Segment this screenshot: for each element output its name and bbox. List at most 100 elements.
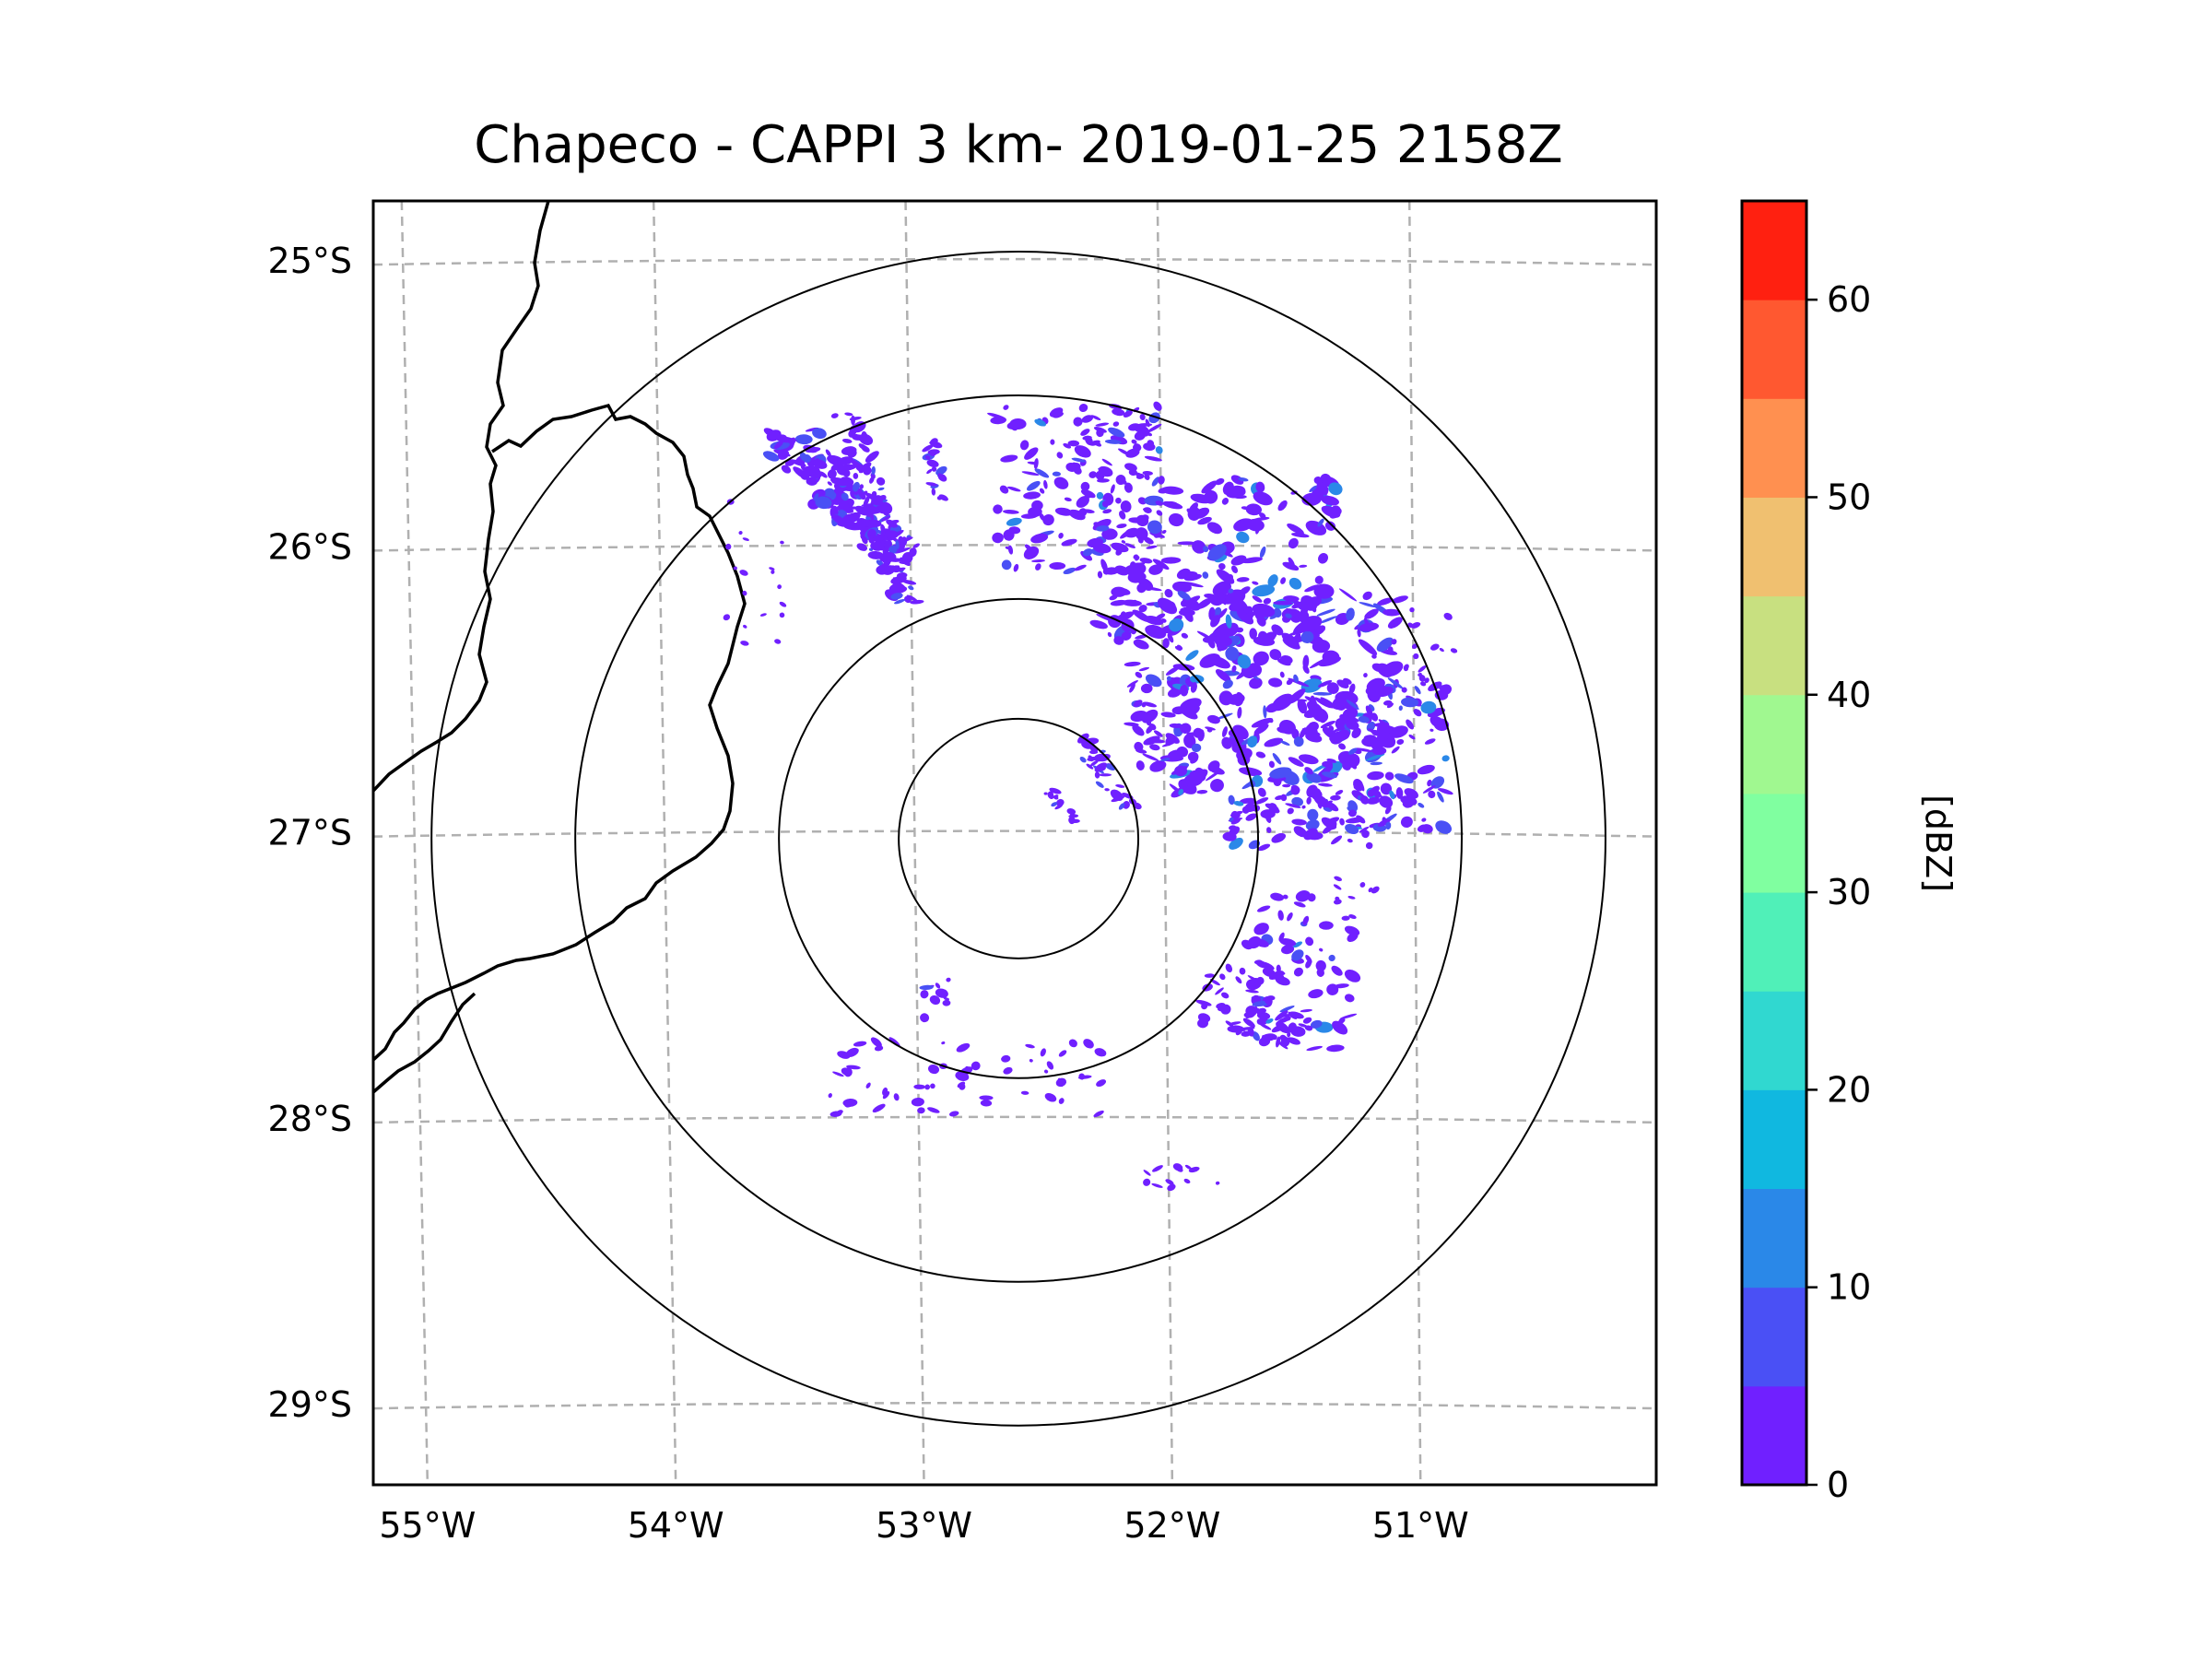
echo-cell xyxy=(1191,743,1202,753)
echo-cell xyxy=(900,557,911,566)
meridian-line xyxy=(400,201,429,1485)
echo-cell xyxy=(1351,727,1361,738)
echo-cell xyxy=(1176,746,1189,758)
echo-cell xyxy=(1135,671,1143,678)
echo-cell xyxy=(1410,622,1421,629)
echo-cell xyxy=(853,472,859,479)
echo-cell xyxy=(1268,677,1283,688)
echo-cell xyxy=(1216,569,1235,584)
echo-cell xyxy=(876,477,886,486)
colorbar-bin xyxy=(1742,991,1806,1090)
echo-cell xyxy=(1318,679,1333,688)
echo-cell xyxy=(1180,606,1196,611)
echo-cell xyxy=(1253,724,1269,735)
echo-cell xyxy=(1133,802,1142,810)
echo-cell xyxy=(1144,616,1164,626)
echo-cell xyxy=(1348,747,1358,755)
colorbar-bin xyxy=(1742,1188,1806,1288)
echo-cell xyxy=(869,512,875,521)
echo-cell xyxy=(1207,760,1220,772)
echo-cell xyxy=(1250,1006,1258,1013)
map-background xyxy=(373,201,1656,1485)
echo-cell xyxy=(1225,614,1232,629)
echo-cell xyxy=(1424,738,1436,745)
echo-cell xyxy=(830,462,844,471)
colorbar-bin xyxy=(1742,694,1806,794)
echo-cell xyxy=(738,530,743,535)
echo-cell xyxy=(1053,794,1059,798)
echo-cell xyxy=(1334,876,1343,882)
echo-cell xyxy=(1347,809,1357,818)
echo-cell xyxy=(1236,577,1250,582)
echo-cell xyxy=(1385,821,1392,830)
echo-cell xyxy=(1359,826,1370,833)
echo-cell xyxy=(858,462,872,474)
echo-cell xyxy=(1215,987,1224,995)
echo-cell xyxy=(1437,791,1444,803)
echo-cell xyxy=(909,547,917,558)
echo-cell xyxy=(1093,522,1101,528)
echo-cell xyxy=(1245,1013,1253,1019)
echo-cell xyxy=(1157,533,1161,538)
echo-cell xyxy=(1003,1066,1013,1075)
echo-cell xyxy=(803,453,811,464)
echo-cell xyxy=(1025,1043,1035,1049)
echo-cell xyxy=(841,438,853,443)
echo-cell xyxy=(1115,784,1125,788)
echo-cell xyxy=(1365,705,1373,717)
echo-cell xyxy=(1119,511,1126,520)
echo-cell xyxy=(1290,1026,1306,1037)
echo-cell xyxy=(1325,817,1340,825)
echo-cell xyxy=(1271,832,1287,843)
echo-cell xyxy=(1297,699,1308,714)
plot-title: Chapeco - CAPPI 3 km- 2019-01-25 2158Z xyxy=(474,115,1563,175)
echo-cell xyxy=(1207,714,1220,724)
echo-cell xyxy=(1058,1050,1067,1057)
echo-cell xyxy=(1310,695,1317,706)
echo-cell xyxy=(1202,546,1209,553)
echo-cell xyxy=(1108,427,1125,438)
echo-cell xyxy=(928,1064,940,1075)
echo-cell xyxy=(1377,818,1391,828)
echo-cell xyxy=(1167,1183,1176,1192)
echo-cell xyxy=(1226,737,1235,745)
echo-cell xyxy=(1300,594,1318,611)
echo-cell xyxy=(1162,638,1170,649)
echo-cell xyxy=(1377,597,1394,606)
echo-cell xyxy=(1238,477,1249,482)
echo-cell xyxy=(1132,724,1145,736)
echo-cell xyxy=(873,534,886,543)
echo-cell xyxy=(1319,947,1324,952)
echo-cell xyxy=(739,570,748,576)
echo-cell xyxy=(1201,480,1218,494)
echo-cell xyxy=(1148,724,1157,731)
echo-cell xyxy=(1095,470,1105,480)
echo-cell xyxy=(1262,967,1276,977)
echo-cell xyxy=(987,412,1006,419)
echo-cell xyxy=(1298,754,1319,765)
lon-tick-label: 51°W xyxy=(1372,1505,1469,1546)
echo-cell xyxy=(1330,510,1338,515)
echo-cell xyxy=(1206,770,1221,782)
echo-cell xyxy=(1287,523,1304,535)
echo-cell xyxy=(1137,497,1147,505)
echo-cell xyxy=(1313,583,1335,599)
echo-cell xyxy=(1146,545,1158,549)
echo-cell xyxy=(1306,796,1312,805)
echo-cell xyxy=(1054,804,1064,810)
echo-cell xyxy=(1241,557,1264,564)
echo-cell xyxy=(1326,800,1333,805)
echo-cell xyxy=(925,482,938,487)
echo-cell xyxy=(1338,588,1358,602)
echo-cell xyxy=(1130,710,1148,723)
echo-cell xyxy=(1230,1021,1241,1025)
echo-cell xyxy=(854,520,872,528)
echo-cell xyxy=(1232,494,1247,500)
echo-cell xyxy=(959,1083,966,1090)
echo-cell xyxy=(1134,741,1144,752)
lat-tick-label: 29°S xyxy=(268,1384,352,1425)
echo-cell xyxy=(1007,486,1021,492)
echo-cell xyxy=(1253,651,1269,666)
echo-cell xyxy=(1128,423,1141,431)
echo-cell xyxy=(1409,606,1415,613)
